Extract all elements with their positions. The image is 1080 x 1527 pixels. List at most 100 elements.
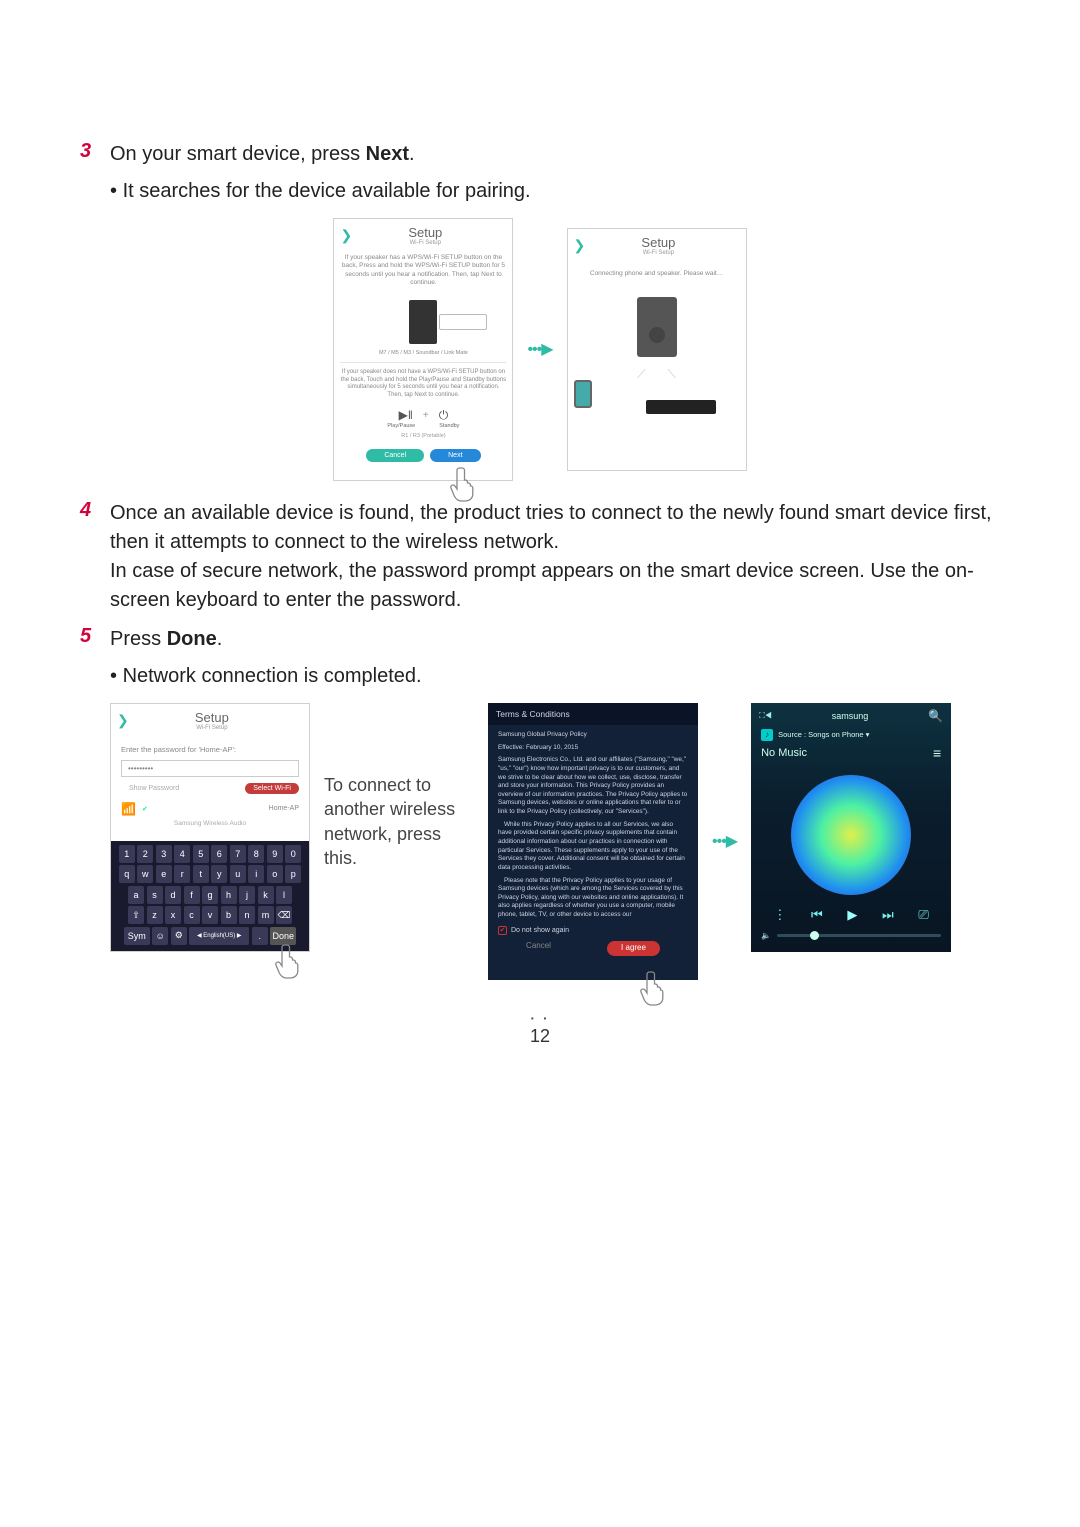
key-p[interactable]: p: [285, 865, 301, 883]
finger-pointer-icon: [273, 943, 303, 981]
key-⇧[interactable]: ⇧: [128, 906, 144, 924]
step-number-5: 5: [80, 625, 110, 654]
key-j[interactable]: j: [239, 886, 255, 904]
step-number-3: 3: [80, 140, 110, 169]
key-⌫[interactable]: ⌫: [276, 906, 292, 924]
cancel-button[interactable]: Cancel: [366, 449, 424, 462]
show-password-toggle[interactable]: Show Password: [121, 783, 187, 794]
key-q[interactable]: q: [119, 865, 135, 883]
key-8[interactable]: 8: [248, 845, 264, 863]
plus-icon: +: [423, 410, 429, 421]
prev-track-button[interactable]: ⏮: [811, 907, 823, 923]
flow-arrow-icon: •••▶: [712, 831, 737, 851]
device-bar-icon: [646, 400, 716, 414]
key-4[interactable]: 4: [174, 845, 190, 863]
source-label[interactable]: Source : Songs on Phone ▾: [778, 730, 869, 739]
speaker-group-icon[interactable]: ⛶◀: [759, 711, 772, 721]
key-b[interactable]: b: [221, 906, 237, 924]
key-9[interactable]: 9: [267, 845, 283, 863]
password-input[interactable]: •••••••••: [121, 760, 299, 777]
key-dot[interactable]: .: [252, 927, 268, 945]
standby-icon: ⏻: [439, 408, 449, 423]
setup2-instr: Connecting phone and speaker. Please wai…: [574, 270, 740, 278]
key-sym[interactable]: Sym: [124, 927, 150, 945]
key-5[interactable]: 5: [193, 845, 209, 863]
setup1-subtitle: Wi-Fi Setup: [358, 240, 492, 246]
key-l[interactable]: l: [276, 886, 292, 904]
key-a[interactable]: a: [128, 886, 144, 904]
do-not-show-checkbox[interactable]: ✔: [498, 926, 507, 935]
terms-screen: Terms & Conditions Samsung Global Privac…: [488, 703, 698, 980]
key-c[interactable]: c: [184, 906, 200, 924]
back-arrow-icon[interactable]: ❯: [340, 227, 352, 244]
step3-figure-row: ❯ Setup Wi-Fi Setup If your speaker has …: [80, 218, 1000, 481]
key-h[interactable]: h: [221, 886, 237, 904]
terms-p2: While this Privacy Policy applies to all…: [498, 821, 688, 873]
key-emoji[interactable]: ☺: [152, 927, 168, 945]
player-screen: ⛶◀ samsung 🔍 ♪ Source : Songs on Phone ▾…: [751, 703, 951, 952]
pw-title: Setup: [135, 710, 289, 725]
select-wifi-button[interactable]: Select Wi-Fi: [245, 783, 299, 794]
wifi-name-label: Home-AP: [269, 805, 299, 812]
next-track-button[interactable]: ⏭: [882, 907, 894, 923]
on-screen-keyboard[interactable]: 1234567890 qwertyuiop asdfghjkl ⇧zxcvbnm…: [111, 841, 309, 952]
no-music-label: No Music: [761, 747, 807, 759]
play-pause-icon: ▶‖: [399, 408, 413, 422]
key-o[interactable]: o: [267, 865, 283, 883]
key-i[interactable]: i: [248, 865, 264, 883]
step3-bold: Next: [366, 143, 409, 165]
key-space-lang[interactable]: ◀ English(US) ▶: [189, 927, 249, 945]
step5-figure-row: ❯ Setup Wi-Fi Setup Enter the password f…: [110, 703, 1000, 980]
key-n[interactable]: n: [239, 906, 255, 924]
standby-label: Standby: [439, 423, 459, 429]
flow-arrow-icon: •••▶: [527, 339, 552, 359]
setup2-title: Setup: [591, 235, 725, 250]
step-number-4: 4: [80, 499, 110, 615]
key-z[interactable]: z: [147, 906, 163, 924]
next-button[interactable]: Next: [430, 449, 480, 462]
terms-agree-button[interactable]: I agree: [607, 941, 660, 956]
menu-icon[interactable]: ≡: [933, 745, 941, 761]
album-disc: [791, 775, 911, 895]
key-done[interactable]: Done: [270, 927, 296, 945]
back-arrow-icon[interactable]: ❯: [574, 237, 586, 254]
key-w[interactable]: w: [137, 865, 153, 883]
speaker-illustration: [409, 300, 437, 344]
key-7[interactable]: 7: [230, 845, 246, 863]
search-icon[interactable]: 🔍: [928, 709, 943, 723]
terms-cancel-button[interactable]: Cancel: [526, 941, 551, 956]
key-f[interactable]: f: [184, 886, 200, 904]
key-gear-icon[interactable]: ⚙: [171, 927, 187, 945]
more-icon[interactable]: ⋮: [773, 907, 786, 923]
key-d[interactable]: d: [165, 886, 181, 904]
key-x[interactable]: x: [165, 906, 181, 924]
key-t[interactable]: t: [193, 865, 209, 883]
key-v[interactable]: v: [202, 906, 218, 924]
key-r[interactable]: r: [174, 865, 190, 883]
player-brand: samsung: [832, 711, 869, 721]
setup1-instr2: If your speaker does not have a WPS/Wi-F…: [340, 369, 506, 400]
pw-subtitle: Wi-Fi Setup: [135, 725, 289, 731]
key-3[interactable]: 3: [156, 845, 172, 863]
key-y[interactable]: y: [211, 865, 227, 883]
volume-slider[interactable]: [777, 934, 941, 937]
step5-text-a: Press: [110, 628, 167, 650]
setup2-subtitle: Wi-Fi Setup: [591, 250, 725, 256]
key-6[interactable]: 6: [211, 845, 227, 863]
key-0[interactable]: 0: [285, 845, 301, 863]
key-1[interactable]: 1: [119, 845, 135, 863]
key-g[interactable]: g: [202, 886, 218, 904]
cast-icon[interactable]: ⎚: [918, 907, 928, 923]
key-u[interactable]: u: [230, 865, 246, 883]
key-s[interactable]: s: [147, 886, 163, 904]
mini-phone-icon: [574, 380, 592, 408]
key-e[interactable]: e: [156, 865, 172, 883]
key-2[interactable]: 2: [137, 845, 153, 863]
back-arrow-icon[interactable]: ❯: [117, 712, 129, 729]
setup1-model2: R1 / R3 (Portable): [340, 433, 506, 439]
setup-screen-1: ❯ Setup Wi-Fi Setup If your speaker has …: [333, 218, 513, 481]
key-m[interactable]: m: [258, 906, 274, 924]
play-button[interactable]: ▶: [847, 907, 857, 923]
source-icon: ♪: [761, 729, 773, 741]
key-k[interactable]: k: [258, 886, 274, 904]
